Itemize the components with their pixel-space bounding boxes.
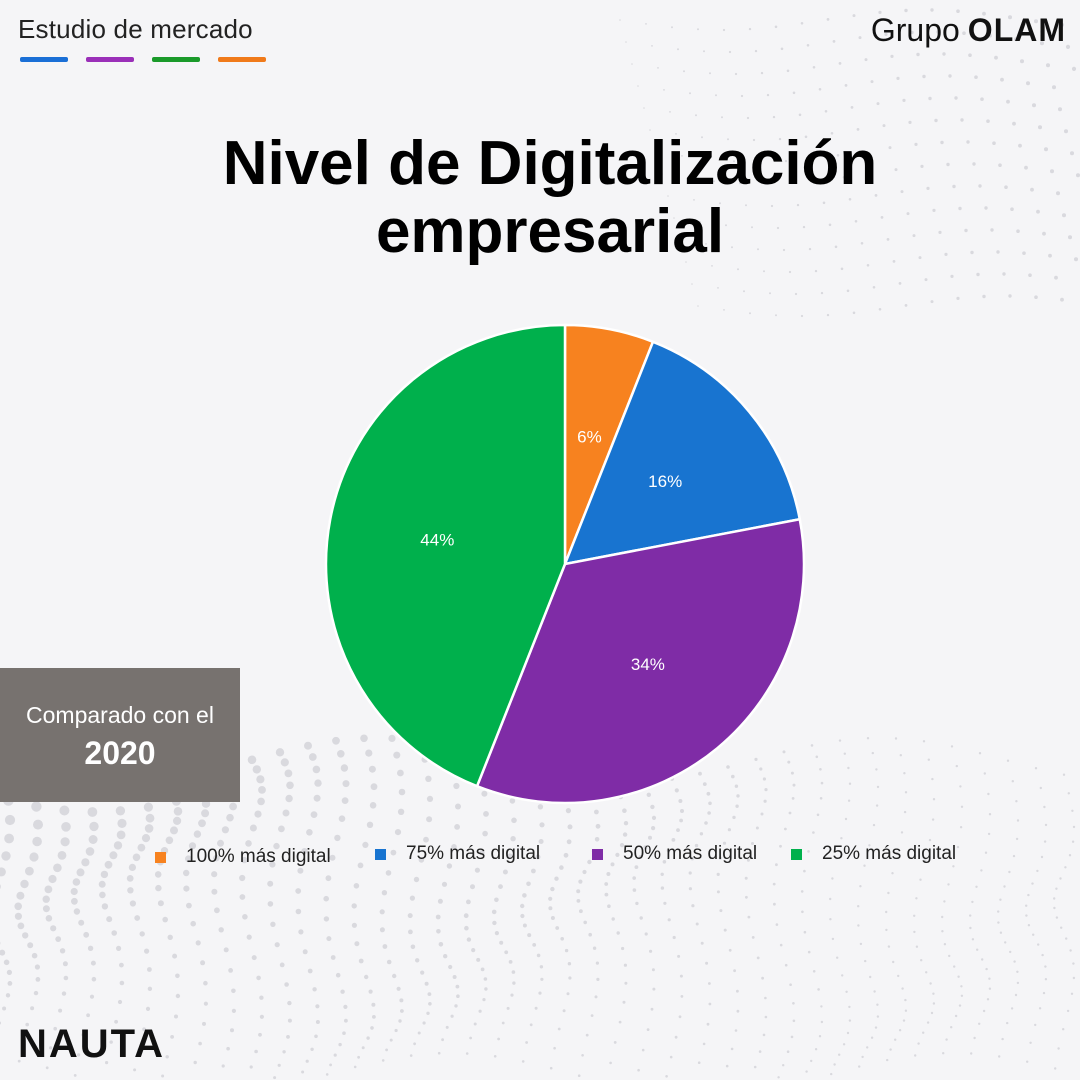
pie-slice-label-3: 44% <box>420 531 454 550</box>
pie-slice-3 <box>324 323 567 788</box>
pie-slice-label-0: 6% <box>577 427 602 446</box>
title-line-1: Nivel de Digitalización <box>222 129 878 198</box>
legend-swatch-1 <box>375 848 386 860</box>
pie-slice-2 <box>475 517 806 805</box>
legend-swatch-3 <box>791 848 802 860</box>
pie-slice-label-1: 16% <box>648 472 682 491</box>
legend-label-0: 100% más digital <box>186 846 331 867</box>
legend-label-1: 75% más digital <box>406 843 541 864</box>
legend-item-2: 50% más digital <box>592 843 757 865</box>
comparison-text: Comparado con el <box>26 702 214 728</box>
legend-swatch-0 <box>155 851 166 863</box>
brand-logo: Grupo OLAM <box>871 12 1066 49</box>
comparison-box: Comparado con el 2020 <box>0 668 240 802</box>
page-title: Nivel de Digitalización empresarial <box>0 130 1080 266</box>
footer-logo: NAUTA <box>18 1022 166 1066</box>
legend-item-1: 75% más digital <box>375 843 540 865</box>
accent-bar-purple <box>86 57 134 62</box>
legend-item-3: 25% más digital <box>791 843 956 865</box>
brand-prefix: Grupo <box>870 12 960 48</box>
pie-slice-label-2: 34% <box>631 655 665 674</box>
accent-bar-blue <box>20 57 68 62</box>
legend-item-0: 100% más digital <box>155 846 331 868</box>
legend-label-2: 50% más digital <box>623 843 758 864</box>
comparison-year: 2020 <box>84 735 156 771</box>
legend-label-3: 25% más digital <box>822 843 957 864</box>
pie-slice-1 <box>563 340 802 566</box>
legend-swatch-2 <box>592 848 603 860</box>
header-label: Estudio de mercado <box>18 14 253 44</box>
accent-bar-green <box>152 57 200 62</box>
brand-name: OLAM <box>967 12 1066 48</box>
title-line-2: empresarial <box>375 197 725 266</box>
accent-color-bars <box>20 57 266 62</box>
accent-bar-orange <box>218 57 266 62</box>
